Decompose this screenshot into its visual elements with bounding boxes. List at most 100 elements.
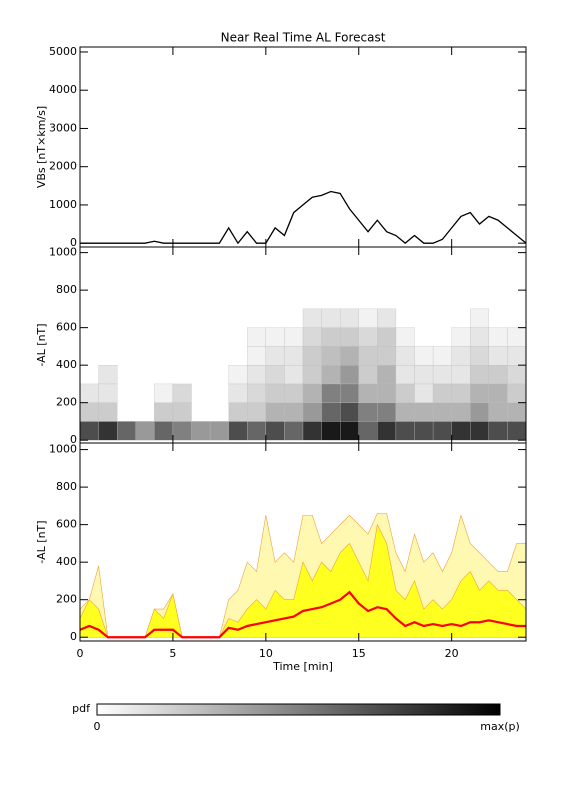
pdf-cell [377, 346, 397, 366]
colorbar [96, 703, 501, 716]
pdf-cell [507, 327, 527, 347]
pdf-cell [377, 365, 397, 385]
pdf-cell [432, 421, 452, 441]
pdf-cell [470, 365, 489, 385]
pdf-cell [451, 346, 471, 366]
pdf-cell [302, 421, 322, 441]
pdf-cell [358, 383, 378, 403]
pdf-cell [247, 383, 266, 403]
pdf-cell [340, 365, 359, 385]
pdf-cell [432, 383, 452, 403]
pdf-cell [377, 383, 397, 403]
pdf-cell [228, 421, 248, 441]
pdf-cell [470, 402, 489, 422]
pdf-cell [321, 365, 341, 385]
pdf-cell [79, 383, 99, 403]
y-tick-label: 200 [56, 593, 77, 606]
y-axis-label: -AL [nT] [35, 323, 48, 366]
pdf-cell [488, 402, 508, 422]
pdf-cell [451, 383, 471, 403]
pdf-cell [358, 346, 378, 366]
panel-frame [79, 46, 527, 248]
y-tick-label: 400 [56, 358, 77, 371]
pdf-cell [432, 365, 452, 385]
pdf-cell [321, 327, 341, 347]
pdf-cell [135, 421, 155, 441]
pdf-cell [265, 383, 285, 403]
pdf-cell [302, 402, 322, 422]
pdf-cell [340, 308, 359, 328]
y-tick-label: 1000 [49, 246, 77, 259]
pdf-cell [358, 365, 378, 385]
pdf-cell [284, 421, 304, 441]
chart-title: Near Real Time AL Forecast [221, 31, 386, 45]
pdf-cell [432, 346, 452, 366]
quantile-band [79, 523, 527, 638]
pdf-cell [507, 346, 527, 366]
pdf-cell [247, 327, 266, 347]
pdf-cell [265, 421, 285, 441]
y-tick-label: 2000 [49, 160, 77, 173]
pdf-cell [395, 365, 415, 385]
pdf-cell [321, 421, 341, 441]
colorbar-max: max(p) [480, 720, 520, 733]
pdf-cell [488, 421, 508, 441]
y-axis-label: -AL [nT] [35, 520, 48, 563]
pdf-cell [358, 308, 378, 328]
pdf-cell [172, 383, 192, 403]
y-tick-label: 0 [70, 630, 77, 643]
pdf-cell [377, 308, 397, 328]
y-tick-label: 600 [56, 321, 77, 334]
pdf-cell [321, 402, 341, 422]
pdf-cell [340, 346, 359, 366]
pdf-cell [470, 308, 489, 328]
y-tick-label: 5000 [49, 45, 77, 58]
y-tick-label: 0 [70, 433, 77, 446]
pdf-cell [340, 327, 359, 347]
pdf-cell [321, 383, 341, 403]
pdf-cell [265, 402, 285, 422]
pdf-cell [228, 383, 248, 403]
pdf-cell [414, 402, 434, 422]
pdf-cell [340, 421, 359, 441]
pdf-cell [154, 421, 174, 441]
pdf-cell [377, 327, 397, 347]
y-tick-label: 400 [56, 555, 77, 568]
x-tick-label: 0 [77, 647, 84, 660]
pdf-cell [451, 327, 471, 347]
colorbar-min: 0 [94, 720, 101, 733]
pdf-cell [451, 421, 471, 441]
colorbar-label: pdf [72, 702, 91, 715]
pdf-cell [414, 346, 434, 366]
x-tick-label: 5 [169, 647, 176, 660]
pdf-cell [247, 346, 266, 366]
pdf-cell [414, 421, 434, 441]
pdf-cell [98, 365, 118, 385]
y-axis-label: VBs [nT×km/s] [35, 106, 48, 188]
pdf-cell [358, 327, 378, 347]
pdf-cell [507, 421, 527, 441]
pdf-cell [247, 421, 266, 441]
pdf-cell [284, 365, 304, 385]
pdf-cell [507, 365, 527, 385]
pdf-cell [395, 402, 415, 422]
pdf-cell [507, 383, 527, 403]
pdf-cell [470, 421, 489, 441]
pdf-cell [284, 383, 304, 403]
pdf-cell [154, 402, 174, 422]
x-tick-label: 20 [445, 647, 459, 660]
pdf-cell [98, 402, 118, 422]
pdf-cell [321, 308, 341, 328]
y-tick-label: 1000 [49, 443, 77, 456]
pdf-cell [488, 327, 508, 347]
pdf-cell [284, 346, 304, 366]
pdf-cell [228, 365, 248, 385]
pdf-cell [414, 365, 434, 385]
pdf-cell [488, 365, 508, 385]
pdf-cell [302, 327, 322, 347]
pdf-cell [321, 346, 341, 366]
pdf-cell [284, 402, 304, 422]
pdf-cell [247, 365, 266, 385]
pdf-cell [79, 402, 99, 422]
